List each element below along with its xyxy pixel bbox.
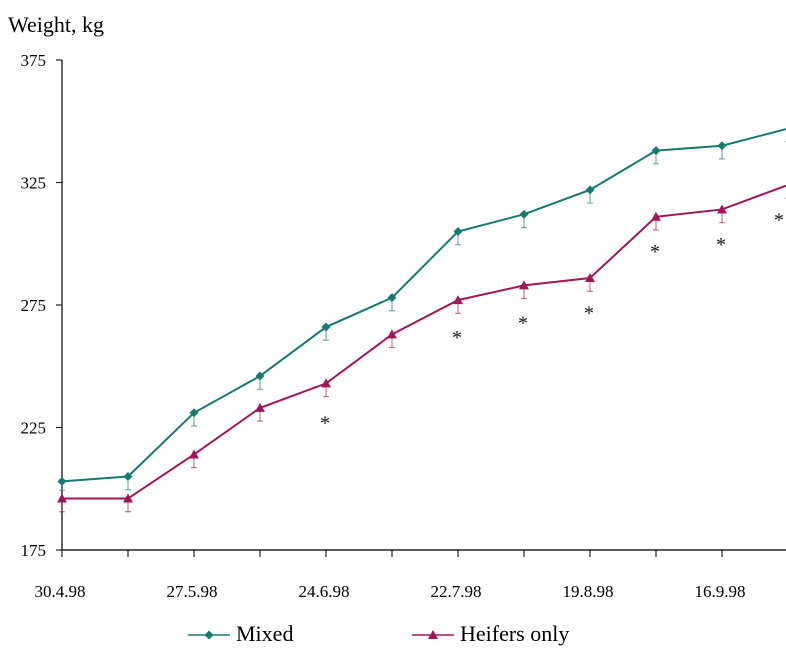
data-point-triangle	[321, 378, 331, 388]
data-point-diamond	[255, 371, 265, 381]
data-point-triangle	[519, 280, 529, 290]
data-point-triangle	[453, 295, 463, 305]
legend-label: Heifers only	[460, 621, 569, 646]
y-tick-label: 375	[21, 51, 47, 70]
data-point-diamond	[717, 141, 727, 151]
x-tick-label: 27.5.98	[167, 582, 218, 601]
legend: Mixed Heifers only	[188, 621, 569, 646]
data-point-triangle	[585, 273, 595, 283]
data-point-diamond	[123, 472, 133, 481]
data-point-triangle	[123, 493, 133, 503]
y-tick-label: 325	[21, 174, 47, 193]
data-point-diamond	[321, 322, 331, 332]
data-point-diamond	[585, 185, 595, 195]
significance-mark: *	[518, 312, 528, 334]
data-point-diamond	[204, 630, 214, 640]
data-point-triangle	[717, 204, 727, 214]
significance-mark: *	[452, 327, 462, 349]
significance-mark: *	[320, 413, 330, 435]
data-point-triangle	[651, 211, 661, 221]
significance-mark: *	[650, 241, 660, 263]
data-point-diamond	[387, 293, 397, 303]
y-tick-label: 225	[21, 419, 47, 438]
series-line	[61, 128, 786, 483]
chart-title: Weight, kg	[8, 12, 104, 37]
significance-mark: *	[716, 234, 726, 256]
x-tick-label: 24.6.98	[299, 582, 350, 601]
axes: 175 225 275 325 375 30.4.98 27.5.98 24.6.98 22.7…	[21, 51, 786, 601]
data-point-triangle	[189, 449, 199, 459]
data-point-diamond	[57, 476, 67, 486]
x-tick-label: 19.8.98	[563, 582, 614, 601]
chart-marks: * * * * * * *	[57, 128, 786, 513]
data-point-diamond	[519, 209, 529, 219]
series-mixed	[57, 128, 786, 491]
data-point-triangle	[57, 493, 67, 503]
data-point-diamond	[651, 146, 661, 156]
data-point-triangle	[387, 329, 397, 339]
significance-mark: *	[774, 209, 784, 231]
data-point-diamond	[189, 408, 199, 418]
series-line	[62, 184, 786, 500]
legend-item-heifers-only: Heifers only	[412, 621, 569, 646]
data-point-triangle	[428, 630, 438, 639]
x-tick-label: 22.7.98	[431, 582, 482, 601]
series-heifers-only	[57, 184, 786, 513]
legend-label: Mixed	[236, 621, 293, 646]
significance-mark: *	[584, 302, 594, 324]
x-tick-label: 16.9.98	[695, 582, 746, 601]
data-point-diamond	[453, 227, 463, 236]
y-tick-label: 175	[21, 541, 47, 560]
x-tick-label: 30.4.98	[35, 582, 86, 601]
legend-item-mixed: Mixed	[188, 621, 293, 646]
data-point-triangle	[255, 402, 265, 412]
y-tick-label: 275	[21, 296, 47, 315]
